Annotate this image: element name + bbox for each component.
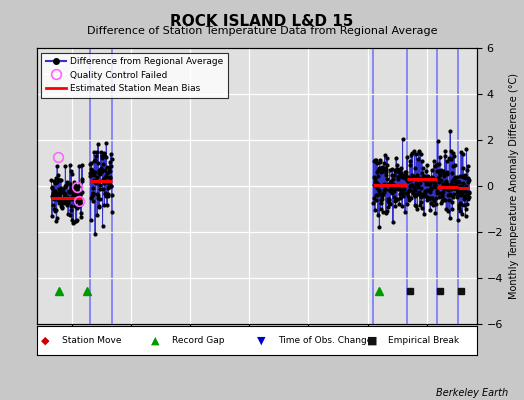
Text: Difference of Station Temperature Data from Regional Average: Difference of Station Temperature Data f… (87, 26, 437, 36)
Text: ▼: ▼ (257, 335, 265, 345)
Text: ◆: ◆ (41, 335, 50, 345)
Text: Berkeley Earth: Berkeley Earth (436, 388, 508, 398)
Text: ROCK ISLAND L&D 15: ROCK ISLAND L&D 15 (170, 14, 354, 29)
Legend: Difference from Regional Average, Quality Control Failed, Estimated Station Mean: Difference from Regional Average, Qualit… (41, 52, 228, 98)
Text: Time of Obs. Change: Time of Obs. Change (278, 336, 372, 345)
Text: ■: ■ (367, 335, 377, 345)
Text: ▲: ▲ (151, 335, 160, 345)
Y-axis label: Monthly Temperature Anomaly Difference (°C): Monthly Temperature Anomaly Difference (… (509, 73, 519, 299)
Text: Record Gap: Record Gap (172, 336, 225, 345)
Text: Station Move: Station Move (62, 336, 122, 345)
Text: Empirical Break: Empirical Break (388, 336, 459, 345)
